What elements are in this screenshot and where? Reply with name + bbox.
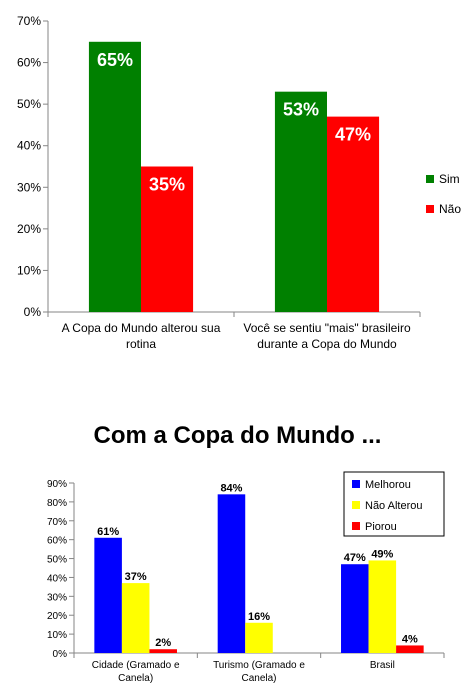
x-category-label: Cidade (Gramado e — [92, 660, 180, 671]
y-tick-label: 40% — [47, 573, 67, 584]
legend — [343, 471, 445, 537]
legend-swatch — [426, 175, 434, 183]
legend-swatch — [426, 205, 434, 213]
x-category-label: durante a Copa do Mundo — [257, 337, 397, 351]
data-label: 84% — [220, 482, 242, 494]
legend-label: Melhorou — [365, 479, 411, 491]
y-tick-label: 50% — [47, 555, 67, 566]
y-tick-label: 10% — [47, 630, 67, 641]
bar — [368, 560, 397, 653]
data-label: 37% — [125, 571, 147, 583]
y-tick-label: 40% — [17, 139, 41, 153]
y-tick-label: 10% — [17, 263, 41, 277]
bar — [141, 166, 194, 312]
y-tick-label: 30% — [47, 592, 67, 603]
y-tick-label: 70% — [47, 517, 67, 528]
chart-title: Com a Copa do Mundo ... — [93, 422, 382, 449]
x-category-label: Você se sentiu "mais" brasileiro — [243, 321, 411, 335]
x-category-label: Canela) — [241, 673, 276, 684]
bar — [88, 41, 141, 313]
x-category-label: A Copa do Mundo alterou sua — [62, 321, 221, 335]
y-tick-label: 60% — [47, 536, 67, 547]
chart-copa-impacto: 0% 10% 20% 30% 40% 50% 60% 70% 80% 90% 61% 37% 2% Cid… — [47, 471, 445, 684]
x-category-label: rotina — [126, 337, 156, 351]
bar — [274, 91, 327, 313]
bar — [327, 116, 380, 312]
y-tick-label: 30% — [17, 180, 41, 194]
data-label: 47% — [344, 552, 366, 564]
legend-label: Piorou — [365, 521, 397, 533]
legend-label: Não Alterou — [365, 500, 422, 512]
data-label: 53% — [283, 100, 319, 120]
bar — [245, 622, 273, 653]
x-category-label: Brasil — [370, 660, 395, 671]
data-label: 65% — [97, 50, 133, 70]
legend-swatch — [352, 480, 360, 488]
legend-swatch — [352, 501, 360, 509]
x-category-label: Canela) — [118, 673, 153, 684]
legend-label: Sim — [439, 172, 460, 186]
chart-sim-nao: 0% 10% 20% 30% 40% 50% 60% 70% 65% 35% A Copa do M… — [17, 14, 461, 351]
y-tick-label: 50% — [17, 97, 41, 111]
bar — [217, 494, 246, 653]
bar — [149, 649, 177, 653]
y-tick-label: 20% — [47, 611, 67, 622]
y-tick-label: 80% — [47, 498, 67, 509]
data-label: 49% — [371, 548, 393, 560]
data-label: 2% — [155, 637, 171, 649]
y-tick-label: 90% — [47, 479, 67, 490]
data-label: 4% — [402, 633, 418, 645]
y-tick-label: 70% — [17, 14, 41, 28]
bar — [396, 645, 424, 653]
data-label: 61% — [97, 526, 119, 538]
y-tick-label: 0% — [24, 305, 42, 319]
y-tick-label: 0% — [53, 649, 68, 660]
bar — [94, 537, 122, 653]
data-label: 47% — [335, 125, 371, 145]
x-category-label: Turismo (Gramado e — [213, 660, 305, 671]
legend-label: Não — [439, 202, 461, 216]
y-tick-label: 20% — [17, 222, 41, 236]
bar — [341, 564, 369, 653]
data-label: 16% — [248, 611, 270, 623]
legend-swatch — [352, 522, 360, 530]
data-label: 35% — [149, 175, 185, 195]
y-tick-label: 60% — [17, 56, 41, 70]
bar — [121, 583, 150, 653]
